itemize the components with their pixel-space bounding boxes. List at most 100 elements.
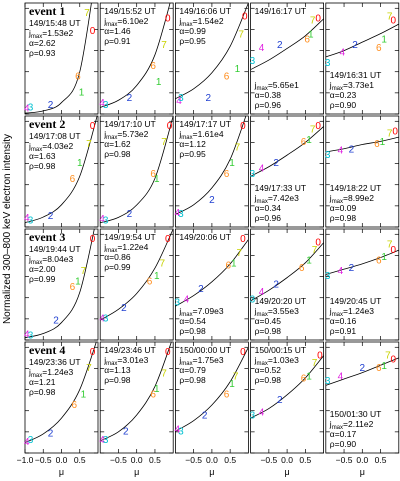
data-point: 2 [277, 40, 283, 51]
data-point: 7 [385, 350, 391, 361]
data-point: 4 [99, 313, 105, 324]
time-label: 149/17:10 UT [104, 119, 156, 129]
data-point: 1 [81, 389, 87, 400]
jmax-label: jmax=7.42e3 [254, 193, 299, 205]
rho-label: ρ=0.98 [29, 161, 56, 171]
fit-curve [25, 229, 95, 339]
jmax-label: jmax=8.99e2 [329, 193, 374, 205]
data-point: 7 [387, 129, 393, 140]
data-point: 6 [301, 374, 307, 385]
data-point: 4 [259, 163, 265, 174]
time-label: 149/16:17 UT [255, 6, 307, 16]
jmax-symbol: j [329, 419, 332, 429]
data-point: 1 [229, 158, 235, 169]
rho-label: ρ=0.90 [330, 100, 357, 110]
data-point: 7 [235, 142, 241, 153]
data-point: 4 [184, 294, 190, 305]
alpha-label: α=0.16 [330, 316, 357, 326]
data-point: 2 [273, 158, 279, 169]
time-label: 149/15:52 UT [104, 6, 156, 16]
time-label: 149/19:54 UT [104, 232, 156, 242]
x-tick-label: −0.5 [110, 455, 127, 465]
jmax-subscript: max [256, 361, 267, 367]
jmax-label: jmax=3.73e1 [329, 80, 374, 92]
rho-label: ρ=0.99 [29, 274, 56, 284]
data-point: 1 [381, 361, 387, 372]
time-label: 149/16:31 UT [330, 70, 382, 80]
data-point: 4 [338, 146, 344, 157]
jmax-value: =5.73e2 [117, 129, 148, 139]
jmax-value: =1.24e3 [42, 367, 73, 377]
jmax-label: jmax=7.09e3 [178, 306, 223, 318]
data-point: 1 [75, 276, 81, 287]
data-point: 6 [150, 61, 156, 72]
data-point: 3 [103, 215, 109, 226]
fit-curve [100, 229, 174, 321]
jmax-value: =7.09e3 [193, 306, 224, 316]
rho-label: ρ=0.96 [255, 100, 282, 110]
x-axis-label: μ [134, 467, 139, 477]
data-point: 0 [317, 350, 323, 361]
data-point: 6 [376, 363, 382, 374]
rho-label: ρ=0.98 [179, 375, 206, 385]
jmax-subscript: max [181, 22, 192, 28]
alpha-label: α=0.17 [330, 429, 357, 439]
data-point: 4 [99, 98, 105, 109]
jmax-symbol: j [254, 193, 257, 203]
data-point: 3 [325, 58, 331, 69]
x-axis-label: μ [209, 467, 214, 477]
time-label: 149/20:20 UT [255, 296, 307, 306]
alpha-label: α=0.09 [330, 203, 357, 213]
time-label: 150/00:15 UT [255, 345, 307, 355]
data-point: 0 [315, 121, 321, 132]
data-point: 2 [209, 195, 215, 206]
jmax-subscript: max [106, 22, 117, 28]
data-point: 3 [28, 215, 34, 226]
x-tick-label: −0.5 [260, 455, 277, 465]
jmax-subscript: max [256, 86, 267, 92]
jmax-subscript: max [31, 34, 42, 40]
jmax-value: =3.73e1 [343, 80, 374, 90]
data-point: 6 [70, 282, 76, 293]
alpha-label: α=2.62 [29, 38, 56, 48]
alpha-label: α=0.45 [255, 316, 282, 326]
panel-frame [99, 115, 174, 228]
data-point: 3 [250, 294, 256, 305]
alpha-label: α=0.38 [255, 90, 282, 100]
time-label: 149/16:06 UT [179, 6, 231, 16]
data-point: 7 [310, 124, 316, 135]
data-point: 2 [127, 93, 133, 104]
jmax-label: jmax=6.10e2 [103, 16, 148, 28]
x-tick-label: 0.0 [131, 455, 143, 465]
jmax-symbol: j [103, 242, 106, 252]
x-tick-label: 0.0 [281, 455, 293, 465]
alpha-label: α=1.12 [179, 139, 206, 149]
time-label: 149/19:44 UT [29, 244, 81, 254]
jmax-value: =1.22e4 [117, 242, 148, 252]
fit-curve [100, 116, 174, 224]
alpha-label: α=0.52 [255, 365, 282, 375]
data-point: 7 [86, 363, 92, 374]
data-point: 6 [376, 255, 382, 266]
x-tick-label: 0.5 [299, 455, 311, 465]
time-label: 149/20:45 UT [330, 296, 382, 306]
panel-frame [325, 341, 400, 454]
fit-curve [175, 347, 249, 432]
data-point: 3 [28, 102, 34, 113]
time-label: 149/15:48 UT [29, 18, 81, 28]
data-point: 3 [250, 411, 256, 422]
jmax-subscript: max [181, 361, 192, 367]
data-point: 1 [77, 158, 83, 169]
data-point: 4 [99, 214, 105, 225]
jmax-value: =1.53e2 [42, 28, 73, 38]
data-point: 4 [99, 435, 105, 446]
jmax-value: =1.54e2 [193, 16, 224, 26]
jmax-symbol: j [178, 16, 181, 26]
alpha-label: α=0.54 [179, 316, 206, 326]
rho-label: ρ=0.98 [104, 149, 131, 159]
jmax-subscript: max [181, 135, 192, 141]
data-point: 6 [299, 263, 305, 274]
data-point: 1 [79, 87, 85, 98]
alpha-label: α=1.21 [29, 377, 56, 387]
